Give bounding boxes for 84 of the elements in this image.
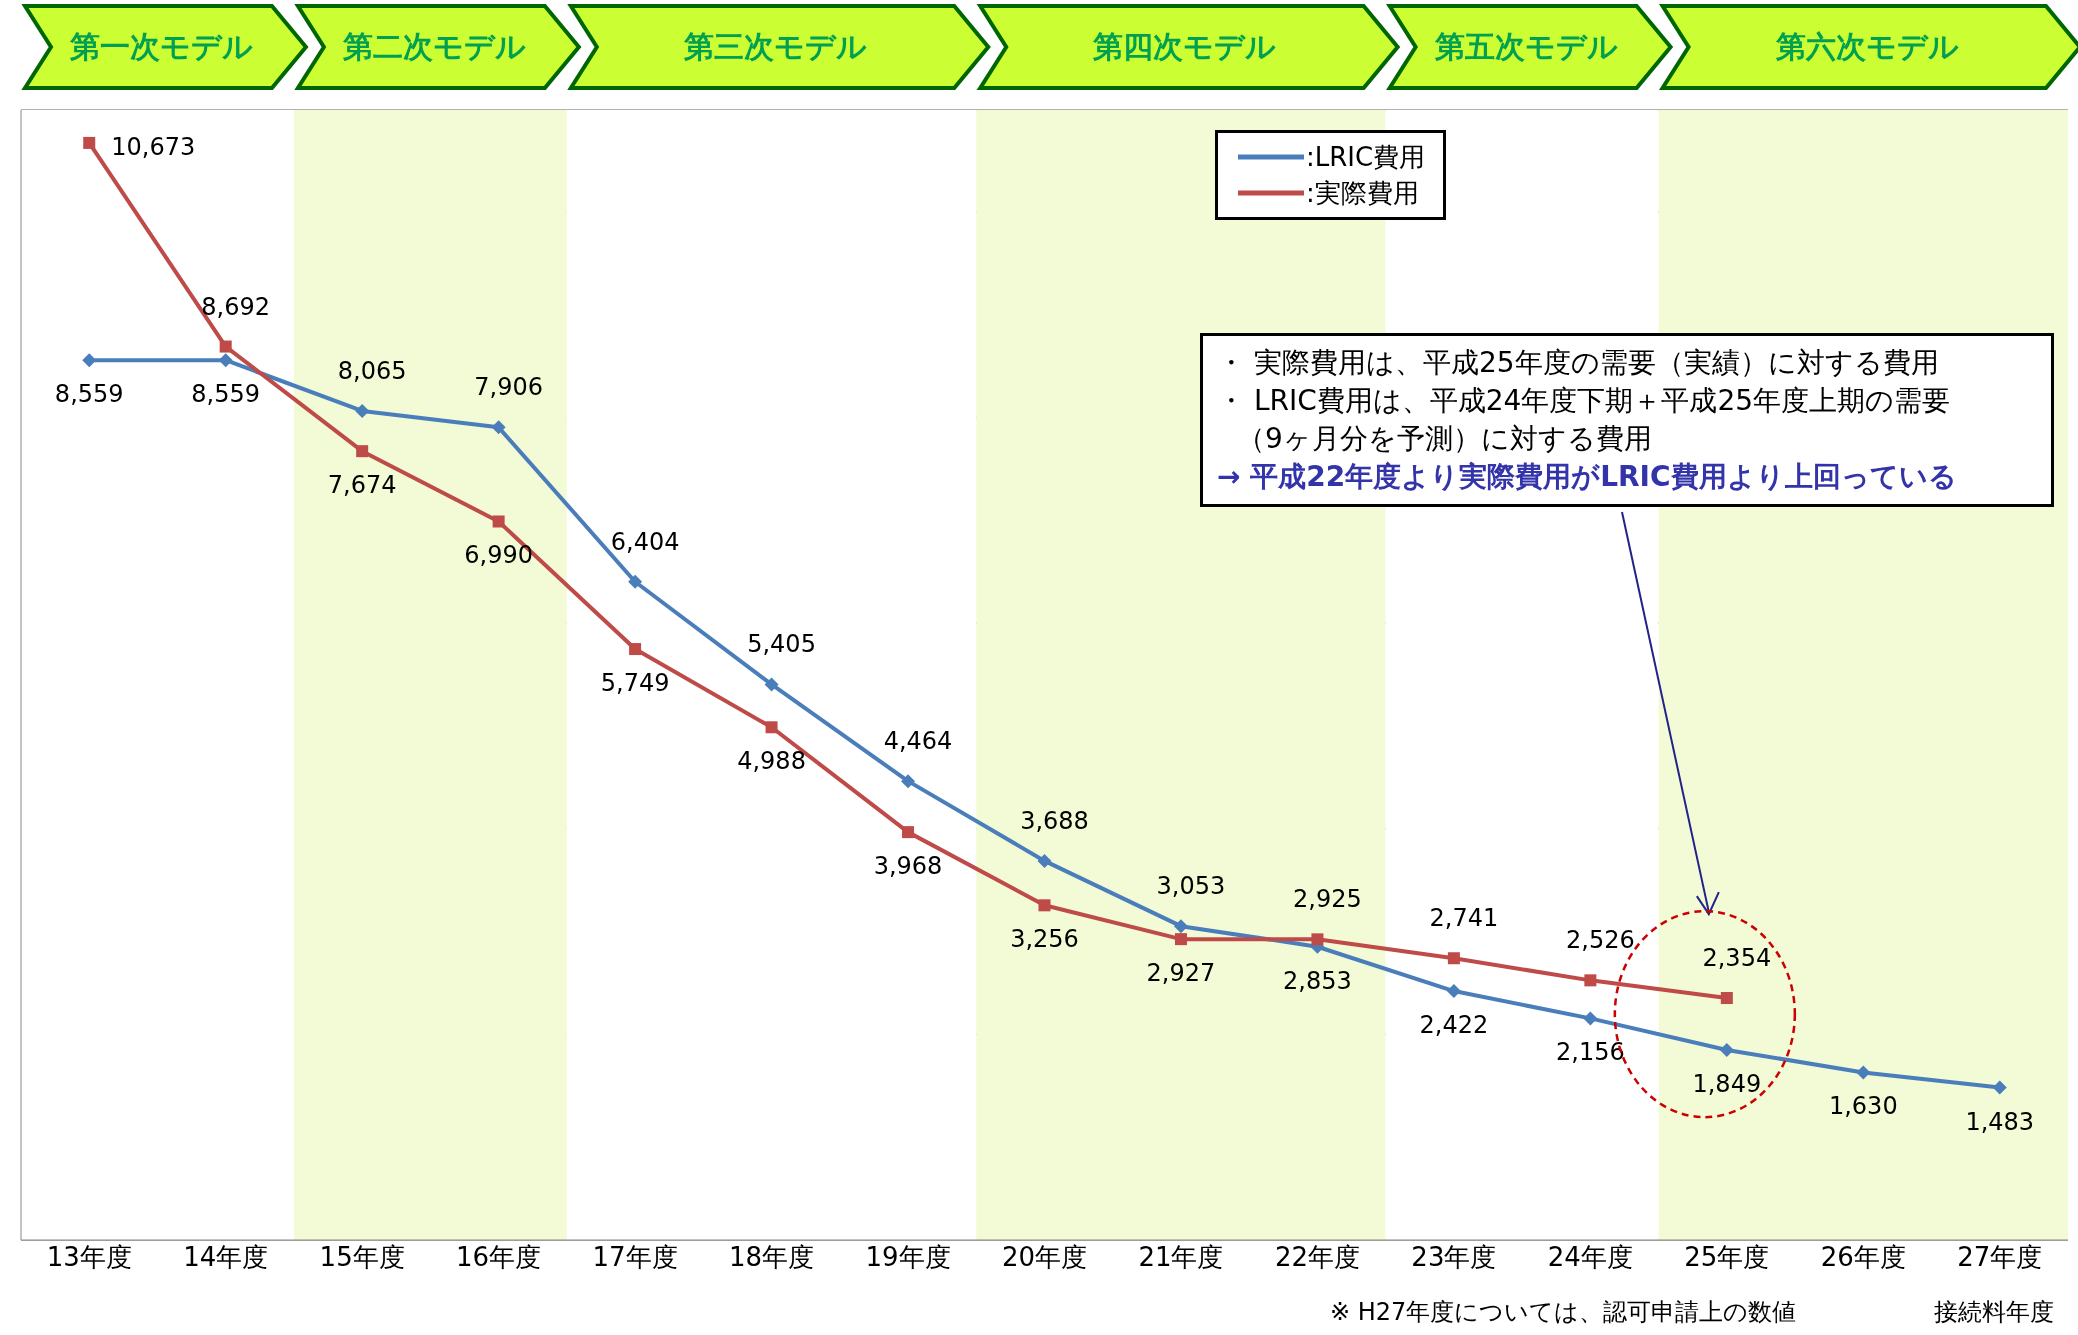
point: [764, 677, 779, 692]
x-tick-label: 14年度: [183, 1242, 269, 1273]
point: [1992, 1080, 2007, 1095]
text: ※ H27年度については、認可申請上の数値: [1330, 1297, 1797, 1328]
point: [356, 445, 369, 458]
band-label: 第五次モデル: [1433, 29, 1618, 64]
data-label: 1,630: [1828, 1092, 1898, 1121]
point: [1174, 933, 1187, 946]
point: [1446, 984, 1461, 999]
data-label: 1,483: [1965, 1107, 2035, 1136]
data-label: 4,988: [737, 747, 806, 776]
point: [628, 574, 643, 589]
point: [1038, 899, 1051, 912]
data-label: 7,906: [474, 373, 543, 402]
x-tick-label: 15年度: [319, 1242, 405, 1273]
data-label: 10,673: [111, 132, 196, 161]
point: [901, 774, 916, 789]
point: [1037, 853, 1052, 868]
data-label: 1,849: [1692, 1069, 1762, 1098]
point: [355, 403, 370, 418]
x-axis-title: 接続料年度: [1934, 1297, 2054, 1328]
legend-label: :実際費用: [1306, 177, 1419, 210]
x-tick-label: 23年度: [1411, 1242, 1497, 1273]
data-label: 2,853: [1283, 966, 1352, 995]
x-tick-label: 19年度: [865, 1242, 951, 1273]
data-label: 2,156: [1556, 1038, 1625, 1067]
data-label: 3,688: [1020, 806, 1089, 835]
point: [219, 340, 232, 353]
point: [1584, 974, 1597, 987]
band-label: 第三次モデル: [683, 29, 868, 64]
annotation: ・ 実際費用は、平成25年度の需要（実績）に対する費用: [1217, 345, 1940, 381]
data-label: 2,422: [1419, 1011, 1489, 1040]
point: [1720, 992, 1733, 1005]
data-label: 3,256: [1010, 925, 1079, 954]
data-label: 4,464: [883, 727, 953, 756]
x-tick-label: 17年度: [592, 1242, 678, 1273]
band-label: 第六次モデル: [1774, 29, 1959, 64]
band-label: 第四次モデル: [1092, 29, 1277, 64]
data-label: 6,404: [610, 527, 680, 556]
data-label: 3,968: [873, 852, 943, 881]
annotation: （9ヶ月分を予測）に対する費用: [1236, 421, 1653, 457]
data-label: 5,405: [747, 630, 816, 659]
data-label: 8,692: [201, 292, 271, 321]
data-label: 3,053: [1156, 872, 1226, 901]
x-tick-label: 21年度: [1138, 1242, 1224, 1273]
point: [1583, 1011, 1598, 1026]
x-tick-label: 18年度: [729, 1242, 815, 1273]
annotation: ・ LRIC費用は、平成24年度下期＋平成25年度上期の需要: [1217, 383, 1952, 419]
data-label: 2,741: [1429, 904, 1499, 933]
point: [1856, 1065, 1871, 1080]
point: [1447, 952, 1460, 965]
x-tick-label: 27年度: [1957, 1242, 2043, 1273]
x-tick-label: 16年度: [456, 1242, 542, 1273]
data-label: 2,526: [1566, 926, 1635, 955]
point: [765, 721, 778, 734]
point: [492, 515, 505, 528]
data-label: 6,990: [464, 541, 533, 570]
point: [82, 353, 97, 368]
x-tick-label: 25年度: [1684, 1242, 1770, 1273]
point: [629, 643, 642, 656]
data-label: 7,674: [327, 471, 397, 500]
point: [1719, 1042, 1734, 1057]
data-label: 8,559: [54, 380, 124, 409]
point: [491, 420, 506, 435]
data-label: 5,749: [600, 669, 670, 698]
point: [1311, 933, 1324, 946]
data-label: 2,925: [1293, 885, 1362, 914]
data-label: 8,065: [337, 356, 407, 385]
point: [902, 826, 915, 839]
band-label: 第二次モデル: [341, 29, 526, 64]
point: [1173, 919, 1188, 934]
point: [83, 136, 96, 149]
band-label: 第一次モデル: [68, 29, 253, 64]
x-tick-label: 24年度: [1547, 1242, 1633, 1273]
annotation: → 平成22年度より実際費用がLRIC費用より上回っている: [1217, 459, 1958, 495]
x-tick-label: 13年度: [46, 1242, 132, 1273]
data-label: 2,354: [1702, 944, 1772, 973]
data-label: 8,559: [191, 380, 261, 409]
legend-label: :LRIC費用: [1306, 141, 1426, 174]
x-tick-label: 22年度: [1274, 1242, 1360, 1273]
point: [218, 353, 233, 368]
data-label: 2,927: [1146, 959, 1216, 988]
x-tick-label: 20年度: [1001, 1242, 1088, 1273]
x-tick-label: 26年度: [1820, 1242, 1906, 1273]
